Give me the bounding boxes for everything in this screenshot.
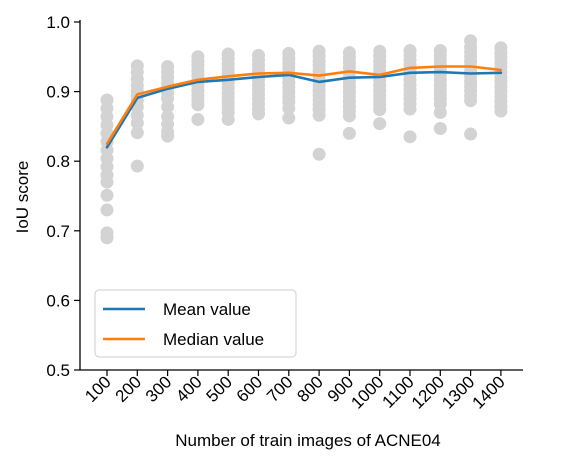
legend-label-1: Median value: [163, 330, 264, 349]
scatter-point-200-10: [130, 126, 144, 140]
lines-layer: [105, 65, 503, 149]
scatter-point-1100-12: [403, 102, 417, 116]
x-tick-label: 700: [263, 372, 296, 405]
scatter-point-800-13: [312, 108, 326, 122]
scatter-point-500-13: [221, 112, 235, 126]
scatter-point-300-7: [161, 100, 175, 114]
legend-box: [94, 289, 297, 358]
y-axis-label: IoU score: [13, 161, 32, 234]
scatter-point-100-10: [100, 175, 114, 189]
x-tick-label: 200: [112, 372, 145, 405]
scatter-point-1300-12: [464, 94, 478, 108]
scatter-point-300-11: [161, 129, 175, 143]
y-tick-label: 0.9: [46, 83, 70, 102]
y-tick-label: 0.7: [46, 222, 70, 241]
scatter-point-1200-12: [433, 105, 447, 119]
scatter-point-800-14: [312, 147, 326, 161]
x-tick-label: 1400: [469, 372, 509, 412]
scatter-point-400-10: [191, 98, 205, 112]
x-tick-label: 400: [172, 372, 205, 405]
x-tick-label: 1000: [347, 372, 387, 412]
scatter-point-400-11: [191, 112, 205, 126]
scatter-point-1400-13: [494, 104, 508, 118]
x-tick-label: 100: [81, 372, 114, 405]
series-line-0: [105, 70, 503, 149]
scatter-point-700-11: [282, 101, 296, 115]
x-axis-label: Number of train images of ACNE04: [175, 431, 441, 450]
scatter-point-700-12: [282, 111, 296, 125]
x-tick-label: 1200: [408, 372, 448, 412]
y-tick-label: 0.6: [46, 291, 70, 310]
x-tick-label: 1100: [379, 372, 418, 411]
scatter-point-200-11: [130, 159, 144, 173]
y-tick-label: 0.8: [46, 152, 70, 171]
y-tick-label: 0.5: [46, 361, 70, 380]
y-tick-label: 1.0: [46, 13, 70, 32]
series-line-1: [105, 65, 503, 146]
scatter-point-900-14: [342, 126, 356, 140]
x-tick-label: 1300: [438, 372, 478, 412]
legend-label-0: Mean value: [163, 300, 251, 319]
scatter-point-100-11: [100, 188, 114, 202]
scatter-point-1000-12: [373, 103, 387, 117]
scatter-point-1200-13: [433, 121, 447, 135]
scatter-point-200-9: [130, 116, 144, 130]
scatter-point-100-14: [100, 231, 114, 245]
scatter-point-1000-13: [373, 117, 387, 131]
x-tick-label: 600: [233, 372, 266, 405]
x-tick-label: 800: [293, 372, 326, 405]
scatter-point-1100-13: [403, 130, 417, 144]
x-tick-label: 500: [203, 372, 236, 405]
scatter-point-600-12: [252, 107, 265, 121]
scatter-point-900-13: [342, 109, 356, 123]
x-tick-label: 300: [142, 372, 175, 405]
scatter-point-100-12: [100, 203, 114, 217]
scatter-point-1300-13: [464, 127, 478, 141]
legend: Mean value Median value: [94, 289, 297, 358]
